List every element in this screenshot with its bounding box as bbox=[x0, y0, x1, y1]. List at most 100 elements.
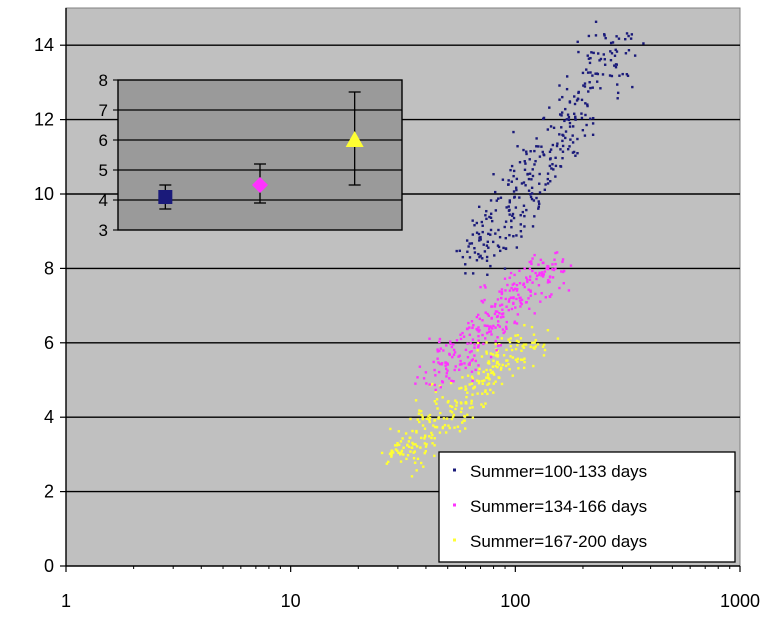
data-point bbox=[452, 413, 456, 417]
data-point bbox=[562, 269, 566, 273]
data-point bbox=[584, 113, 587, 117]
data-point bbox=[621, 72, 624, 76]
data-point bbox=[471, 326, 474, 330]
data-point bbox=[463, 362, 466, 365]
data-point bbox=[472, 387, 475, 390]
data-point bbox=[543, 270, 547, 273]
data-point bbox=[499, 368, 503, 371]
data-point bbox=[390, 455, 393, 458]
data-point bbox=[498, 304, 502, 307]
data-point bbox=[549, 148, 553, 151]
data-point bbox=[485, 368, 488, 372]
data-point bbox=[464, 366, 467, 370]
data-point bbox=[540, 145, 543, 148]
data-point bbox=[503, 277, 507, 280]
data-point bbox=[437, 361, 440, 364]
data-point bbox=[487, 246, 490, 249]
data-point bbox=[529, 150, 532, 153]
data-point bbox=[519, 229, 523, 233]
data-point bbox=[525, 276, 528, 279]
data-point bbox=[494, 209, 498, 212]
data-point bbox=[490, 371, 493, 375]
data-point bbox=[537, 207, 540, 210]
data-point bbox=[514, 347, 518, 351]
data-point bbox=[500, 292, 504, 296]
data-point bbox=[460, 402, 463, 405]
data-point bbox=[509, 355, 512, 358]
series-3-points bbox=[380, 324, 560, 478]
data-point bbox=[421, 424, 425, 427]
data-point bbox=[514, 358, 518, 362]
data-point bbox=[525, 150, 528, 153]
data-point bbox=[505, 320, 508, 324]
data-point bbox=[416, 457, 420, 461]
data-point bbox=[535, 137, 538, 140]
data-point bbox=[477, 344, 480, 347]
data-point bbox=[473, 224, 476, 227]
data-point bbox=[631, 85, 634, 89]
data-point bbox=[435, 398, 439, 401]
data-point bbox=[431, 442, 434, 445]
data-point bbox=[495, 199, 498, 202]
data-point bbox=[471, 358, 475, 361]
data-point bbox=[447, 424, 450, 427]
data-point bbox=[494, 310, 498, 313]
data-point bbox=[446, 369, 449, 372]
data-point bbox=[560, 270, 563, 273]
data-point bbox=[455, 401, 459, 404]
data-point bbox=[471, 377, 475, 380]
data-point bbox=[561, 258, 565, 261]
data-point bbox=[549, 180, 552, 183]
data-point bbox=[537, 205, 541, 208]
data-point bbox=[481, 230, 484, 234]
data-point bbox=[400, 449, 404, 452]
data-point bbox=[424, 371, 428, 374]
data-point bbox=[531, 281, 534, 284]
data-point bbox=[543, 348, 547, 352]
data-point bbox=[493, 312, 497, 316]
data-point bbox=[488, 215, 491, 219]
data-point bbox=[497, 197, 500, 200]
series-1-points bbox=[455, 20, 645, 276]
data-point bbox=[616, 91, 620, 95]
data-point bbox=[571, 151, 575, 154]
data-point bbox=[399, 440, 403, 443]
data-point bbox=[454, 399, 457, 402]
data-point bbox=[459, 337, 463, 341]
data-point bbox=[444, 361, 447, 364]
data-point bbox=[580, 116, 584, 120]
data-point bbox=[555, 144, 559, 148]
legend-box bbox=[438, 451, 736, 563]
data-point bbox=[494, 364, 497, 368]
data-point bbox=[439, 411, 442, 415]
data-point bbox=[530, 260, 533, 263]
data-point bbox=[555, 251, 559, 254]
data-point bbox=[609, 41, 613, 45]
data-point bbox=[450, 417, 454, 421]
data-point bbox=[483, 298, 486, 302]
data-point bbox=[528, 267, 532, 271]
data-point bbox=[423, 451, 426, 455]
data-point bbox=[535, 196, 538, 200]
data-point bbox=[484, 402, 487, 405]
x-tick-label-1000: 1000 bbox=[720, 591, 760, 611]
data-point bbox=[538, 271, 541, 275]
data-point bbox=[481, 382, 484, 385]
data-point bbox=[504, 236, 507, 240]
data-point bbox=[535, 274, 539, 278]
data-point bbox=[485, 244, 489, 247]
inset-tick-label-4: 4 bbox=[99, 191, 108, 210]
data-point bbox=[480, 220, 484, 224]
data-point bbox=[508, 368, 511, 371]
data-point bbox=[522, 346, 526, 349]
data-point bbox=[492, 173, 495, 176]
data-point bbox=[541, 345, 545, 348]
data-point bbox=[519, 301, 522, 305]
data-point bbox=[547, 278, 550, 282]
data-point bbox=[587, 57, 591, 60]
data-point bbox=[568, 100, 572, 103]
data-point bbox=[483, 324, 486, 327]
data-point bbox=[464, 348, 468, 352]
data-point bbox=[633, 54, 637, 57]
data-point bbox=[464, 427, 467, 430]
